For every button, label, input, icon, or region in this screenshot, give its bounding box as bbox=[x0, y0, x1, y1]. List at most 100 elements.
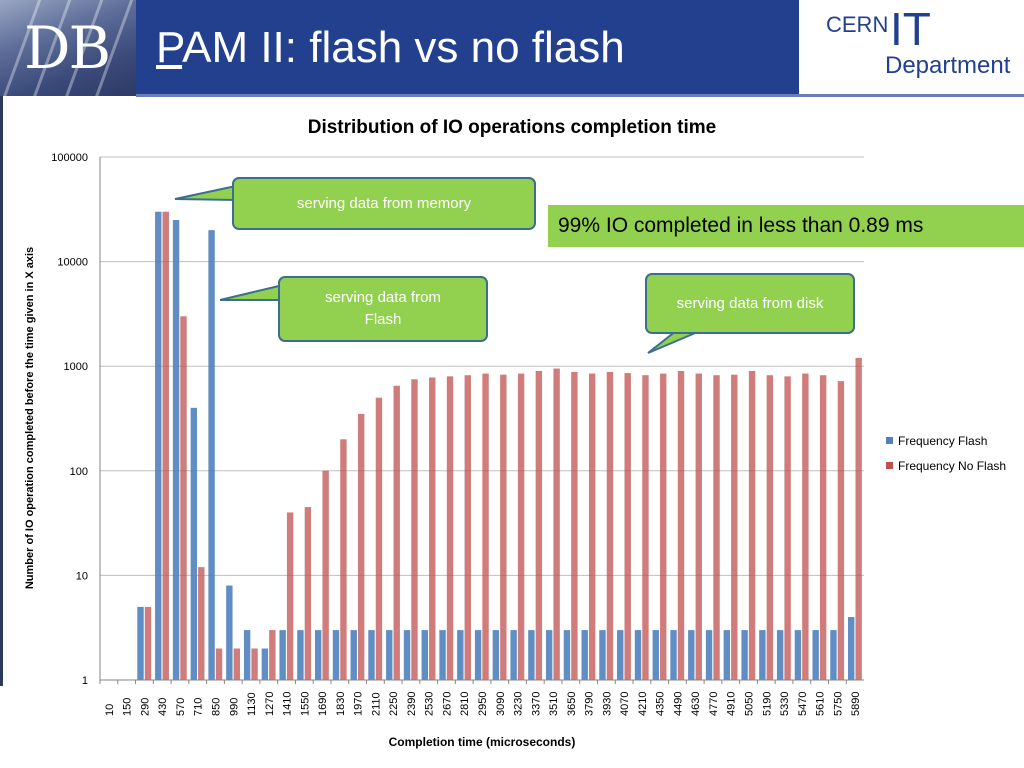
x-tick-label: 4630 bbox=[690, 692, 702, 716]
bar-noflash bbox=[375, 397, 383, 680]
x-axis-label: Completion time (microseconds) bbox=[389, 735, 576, 749]
db-logo-text: DB bbox=[24, 14, 111, 82]
bar-flash bbox=[457, 630, 464, 680]
bar-flash bbox=[314, 630, 322, 680]
bar-flash bbox=[723, 630, 731, 680]
bar-flash bbox=[261, 648, 269, 680]
x-tick-label: 10 bbox=[104, 704, 116, 716]
bar-noflash bbox=[500, 374, 507, 680]
bar-noflash bbox=[411, 379, 418, 680]
x-tick-label: 430 bbox=[157, 698, 169, 716]
callout-disk-pointer bbox=[647, 330, 701, 354]
bar-noflash bbox=[677, 370, 685, 680]
x-tick-label: 3230 bbox=[513, 692, 525, 716]
bar-noflash bbox=[251, 648, 258, 680]
bar-noflash bbox=[553, 368, 560, 680]
bar-noflash bbox=[393, 385, 400, 680]
bar-noflash bbox=[748, 370, 756, 680]
bar-flash bbox=[492, 630, 500, 680]
y-tick-label: 100000 bbox=[51, 152, 88, 164]
bar-noflash bbox=[429, 377, 436, 680]
x-tick-label: 4350 bbox=[655, 692, 667, 716]
bar-flash bbox=[190, 407, 198, 680]
chart-title: Distribution of IO operations completion… bbox=[308, 117, 717, 138]
bars-noflash-series bbox=[144, 211, 862, 680]
x-tick-label: 2670 bbox=[441, 692, 453, 716]
bar-noflash bbox=[464, 375, 471, 680]
completion-note: 99% IO completed in less than 0.89 ms bbox=[548, 205, 1024, 247]
bar-flash bbox=[830, 630, 837, 680]
legend-label-noflash: Frequency No Flash bbox=[898, 459, 1006, 473]
x-tick-label: 3090 bbox=[495, 692, 507, 716]
x-tick-label: 5610 bbox=[815, 692, 827, 716]
callout-memory: serving data from memory bbox=[232, 177, 536, 230]
bar-noflash bbox=[233, 648, 241, 680]
bar-flash bbox=[848, 617, 855, 680]
y-tick-label: 1000 bbox=[64, 361, 88, 373]
bar-flash bbox=[172, 219, 180, 681]
bar-flash bbox=[439, 630, 446, 680]
bar-noflash bbox=[215, 648, 223, 680]
bar-noflash bbox=[606, 372, 614, 680]
bar-flash bbox=[279, 630, 286, 680]
callout-flash-pointer bbox=[219, 283, 284, 301]
bar-noflash bbox=[535, 370, 543, 680]
x-tick-label: 3930 bbox=[601, 692, 613, 716]
bar-flash bbox=[528, 630, 535, 680]
x-tick-label: 5470 bbox=[797, 692, 809, 716]
x-tick-label: 2530 bbox=[424, 692, 436, 716]
bar-noflash bbox=[162, 211, 169, 680]
bar-flash bbox=[137, 606, 144, 680]
callout-disk: serving data from disk bbox=[645, 273, 855, 334]
y-tick-label: 10 bbox=[76, 570, 88, 582]
x-tick-label: 1550 bbox=[299, 692, 311, 716]
bar-flash bbox=[617, 630, 624, 680]
chart-axes: 100000 10000 1000 100 10 1 10 150 290 430 570 710 85… bbox=[51, 152, 864, 716]
bar-flash bbox=[670, 630, 677, 680]
x-tick-label: 3370 bbox=[530, 692, 542, 716]
x-tick-label: 710 bbox=[193, 698, 205, 716]
x-tick-label: 1970 bbox=[353, 692, 365, 716]
x-tick-label: 2950 bbox=[477, 692, 489, 716]
x-tick-label: 1690 bbox=[317, 692, 329, 716]
legend-swatch-noflash bbox=[886, 462, 893, 469]
y-tick-label: 100 bbox=[70, 466, 88, 478]
bar-flash bbox=[155, 211, 162, 680]
callout-flash: serving data from Flash bbox=[278, 276, 488, 342]
x-tick-label: 1130 bbox=[246, 692, 258, 716]
bar-flash bbox=[243, 630, 251, 680]
x-tick-label: 2250 bbox=[388, 692, 400, 716]
bar-noflash bbox=[819, 375, 827, 680]
bar-flash bbox=[332, 630, 340, 680]
bars-flash-series bbox=[137, 211, 855, 681]
bar-flash bbox=[741, 630, 748, 680]
bar-noflash bbox=[731, 374, 738, 680]
x-tick-label: 5330 bbox=[779, 692, 791, 716]
bar-flash bbox=[794, 630, 802, 680]
bar-flash bbox=[599, 630, 606, 680]
bar-noflash bbox=[144, 606, 152, 680]
left-edge-strip bbox=[0, 96, 3, 686]
bar-noflash bbox=[802, 373, 809, 680]
bar-flash bbox=[812, 630, 819, 680]
bar-flash bbox=[226, 585, 233, 680]
bar-noflash bbox=[695, 373, 702, 680]
y-axis-label: Number of IO operation completed before … bbox=[24, 247, 36, 589]
slide-title-first-letter: P bbox=[156, 23, 183, 72]
x-tick-label: 3650 bbox=[566, 692, 578, 716]
x-tick-label: 990 bbox=[228, 698, 240, 716]
x-tick-label: 5190 bbox=[761, 692, 773, 716]
bar-noflash bbox=[642, 375, 649, 680]
bar-noflash bbox=[446, 376, 454, 680]
slide-header: DB PAM II: flash vs no flash CERN IT Dep… bbox=[0, 0, 1024, 97]
bar-flash bbox=[581, 630, 588, 680]
db-logo: DB bbox=[0, 0, 136, 96]
bar-flash bbox=[545, 630, 553, 680]
bar-noflash bbox=[340, 439, 347, 680]
x-tick-label: 4770 bbox=[708, 692, 720, 716]
x-tick-label: 2390 bbox=[406, 692, 418, 716]
callout-memory-pointer bbox=[174, 184, 237, 202]
title-bar: PAM II: flash vs no flash bbox=[136, 0, 799, 94]
bar-noflash bbox=[517, 373, 525, 680]
x-tick-label: 1830 bbox=[335, 692, 347, 716]
